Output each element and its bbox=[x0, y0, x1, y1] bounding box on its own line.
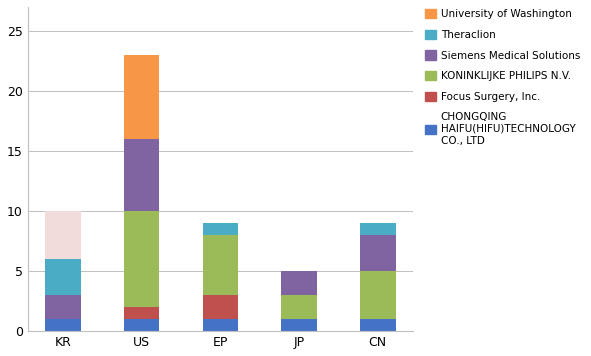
Bar bbox=[45, 295, 80, 319]
Bar bbox=[124, 307, 160, 319]
Bar bbox=[203, 235, 238, 295]
Bar bbox=[360, 271, 395, 319]
Bar bbox=[124, 55, 160, 139]
Legend: University of Washington, Theraclion, Siemens Medical Solutions, KONINKLIJKE PHI: University of Washington, Theraclion, Si… bbox=[422, 6, 583, 148]
Bar bbox=[124, 319, 160, 331]
Bar bbox=[45, 319, 80, 331]
Bar bbox=[281, 319, 317, 331]
Bar bbox=[45, 211, 80, 259]
Bar bbox=[124, 139, 160, 211]
Bar bbox=[203, 295, 238, 319]
Bar bbox=[360, 223, 395, 235]
Bar bbox=[203, 223, 238, 235]
Bar bbox=[281, 295, 317, 319]
Bar bbox=[203, 319, 238, 331]
Bar bbox=[360, 319, 395, 331]
Bar bbox=[360, 235, 395, 271]
Bar bbox=[124, 211, 160, 307]
Bar bbox=[45, 259, 80, 295]
Bar bbox=[281, 271, 317, 295]
